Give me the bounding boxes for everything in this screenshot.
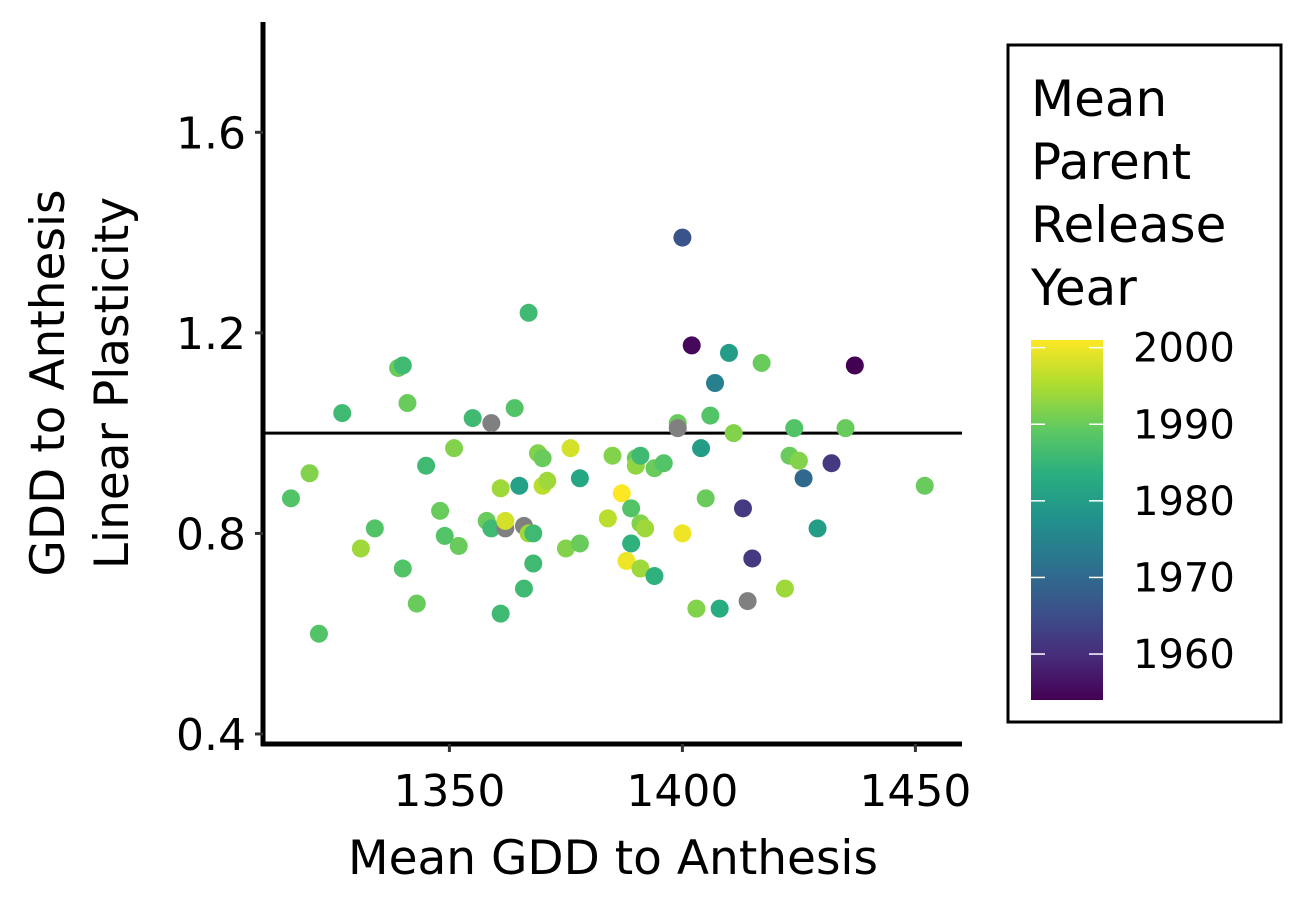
data-point (743, 549, 762, 568)
data-point (794, 469, 813, 488)
data-point (309, 624, 328, 643)
data-point (836, 419, 855, 438)
x-axis-ticks: 1350 1400 1450 (393, 744, 971, 817)
data-point (724, 424, 743, 443)
colorbar-tick-label: 1980 (1133, 479, 1235, 525)
data-point (673, 228, 692, 247)
data-point (622, 499, 641, 518)
colorbar-tick-label: 2000 (1133, 326, 1235, 372)
data-point (696, 489, 715, 508)
data-point (603, 446, 622, 465)
data-point (445, 439, 464, 458)
data-point (482, 414, 501, 433)
data-point (281, 489, 300, 508)
data-point (449, 536, 468, 555)
data-point (556, 539, 575, 558)
data-point (631, 446, 650, 465)
data-point (645, 567, 664, 586)
y-tick-label: 0.4 (176, 710, 246, 761)
data-point (463, 409, 482, 428)
y-tick-label: 0.8 (176, 509, 246, 560)
legend-title-line-4: Year (1030, 259, 1137, 317)
data-point (598, 509, 617, 528)
data-point (636, 519, 655, 538)
x-tick-label: 1450 (859, 766, 971, 817)
data-point (524, 524, 543, 543)
x-tick-label: 1400 (626, 766, 738, 817)
data-point (752, 353, 771, 372)
data-point (491, 604, 510, 623)
data-point (789, 451, 808, 470)
y-axis-ticks: 0.4 0.8 1.2 1.6 (176, 108, 263, 761)
data-point (915, 476, 934, 495)
colorbar (1031, 340, 1103, 700)
data-point (631, 559, 650, 578)
data-point (808, 519, 827, 538)
data-point (701, 406, 720, 425)
data-point (822, 454, 841, 473)
data-point (393, 559, 412, 578)
data-point (710, 599, 729, 618)
colorbar-ticks: 1960 1970 1980 1990 2000 (1031, 326, 1235, 678)
y-tick-label: 1.2 (176, 309, 246, 360)
data-point (561, 439, 580, 458)
data-point (775, 579, 794, 598)
legend-title-line-1: Mean (1031, 70, 1167, 128)
y-tick-label: 1.6 (176, 108, 246, 159)
data-point (692, 439, 711, 458)
data-point (785, 419, 804, 438)
data-point (682, 336, 701, 355)
x-axis-title: Mean GDD to Anthesis (348, 831, 878, 886)
data-point (435, 526, 454, 545)
data-point (622, 534, 641, 553)
data-point (570, 534, 589, 553)
data-point (845, 356, 864, 375)
data-point (673, 524, 692, 543)
data-point (491, 479, 510, 498)
data-point (668, 419, 687, 438)
colorbar-tick-label: 1990 (1133, 402, 1235, 448)
data-point (510, 476, 529, 495)
data-point (538, 471, 557, 490)
data-point (333, 404, 352, 423)
legend-title-line-2: Parent (1031, 133, 1191, 191)
axes: 1350 1400 1450 0.4 0.8 1.2 1.6 (176, 22, 971, 817)
plot-area (263, 228, 962, 643)
legend: Mean Parent Release Year 1960 1970 1980 199… (1006, 43, 1283, 724)
data-point (654, 454, 673, 473)
y-axis-title-line-2: Linear Plasticity (85, 197, 140, 569)
data-point (505, 399, 524, 418)
data-point (617, 551, 636, 570)
data-point (514, 579, 533, 598)
data-point (351, 539, 370, 558)
data-point (524, 554, 543, 573)
data-point (398, 394, 417, 413)
data-point (431, 501, 450, 520)
colorbar-tick-label: 1970 (1133, 555, 1235, 601)
data-point (300, 464, 319, 483)
data-point (365, 519, 384, 538)
data-point (706, 374, 725, 392)
data-point (393, 356, 412, 375)
data-point (733, 499, 752, 518)
data-point (496, 511, 515, 530)
y-axis-title-line-1: GDD to Anthesis (21, 190, 76, 577)
data-point (407, 594, 426, 613)
data-point (570, 469, 589, 488)
data-point (533, 449, 552, 468)
x-tick-label: 1350 (393, 766, 505, 817)
data-points (281, 228, 934, 643)
legend-title-line-3: Release (1031, 196, 1226, 254)
data-point (417, 456, 436, 475)
data-point (738, 592, 757, 611)
data-point (612, 484, 631, 503)
data-point (687, 599, 706, 618)
data-point (720, 343, 738, 362)
data-point (519, 303, 538, 322)
data-point (482, 519, 501, 538)
colorbar-tick-label: 1960 (1133, 632, 1235, 678)
